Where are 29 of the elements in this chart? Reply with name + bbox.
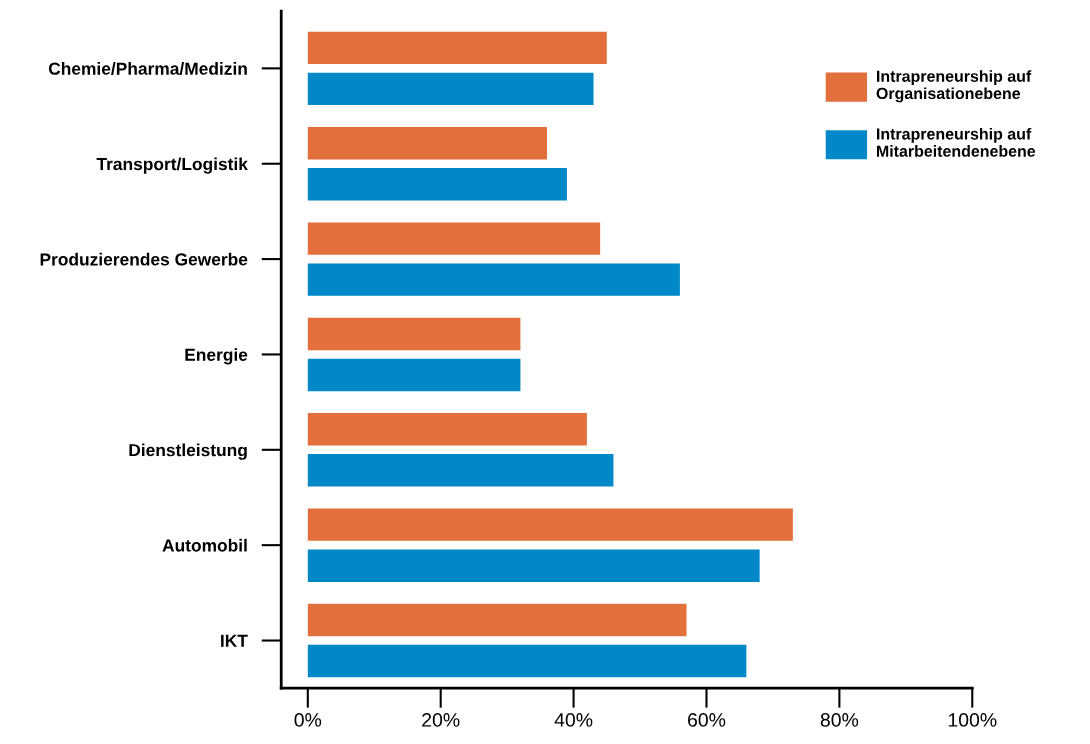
bar <box>307 603 687 637</box>
bar <box>307 358 521 392</box>
y-tick-label: Dienstleistung <box>129 443 247 460</box>
y-tick-label: Energie <box>185 348 248 365</box>
bar <box>307 413 587 446</box>
bar <box>307 222 601 255</box>
bar <box>307 31 607 65</box>
bar <box>307 317 521 351</box>
bar <box>307 168 567 201</box>
y-tick-label: Produzierendes Gewerbe <box>40 252 248 266</box>
bar <box>307 454 614 487</box>
x-tick-label: 20% <box>422 713 460 727</box>
bar <box>307 508 793 541</box>
legend-label: Intrapreneurship auf Organisationebene <box>876 70 1032 103</box>
bar <box>307 72 594 106</box>
x-tick-label: 40% <box>554 713 593 727</box>
x-tick-label: 60% <box>688 713 726 727</box>
y-tick-label: Automobil <box>162 538 247 552</box>
legend-label: Intrapreneurship auf Mitarbeitendenebene <box>877 127 1036 157</box>
bar <box>307 644 747 678</box>
bar <box>307 127 548 160</box>
x-tick-label: 80% <box>820 713 859 727</box>
y-tick-label: Transport/Logistik <box>96 157 248 174</box>
bar <box>307 263 680 296</box>
x-tick-label: 100% <box>948 713 997 727</box>
y-tick-label: Chemie/Pharma/Medizin <box>48 62 247 76</box>
x-tick-label: 0% <box>294 713 322 727</box>
bar <box>307 549 760 582</box>
y-tick-label: IKT <box>221 634 248 647</box>
